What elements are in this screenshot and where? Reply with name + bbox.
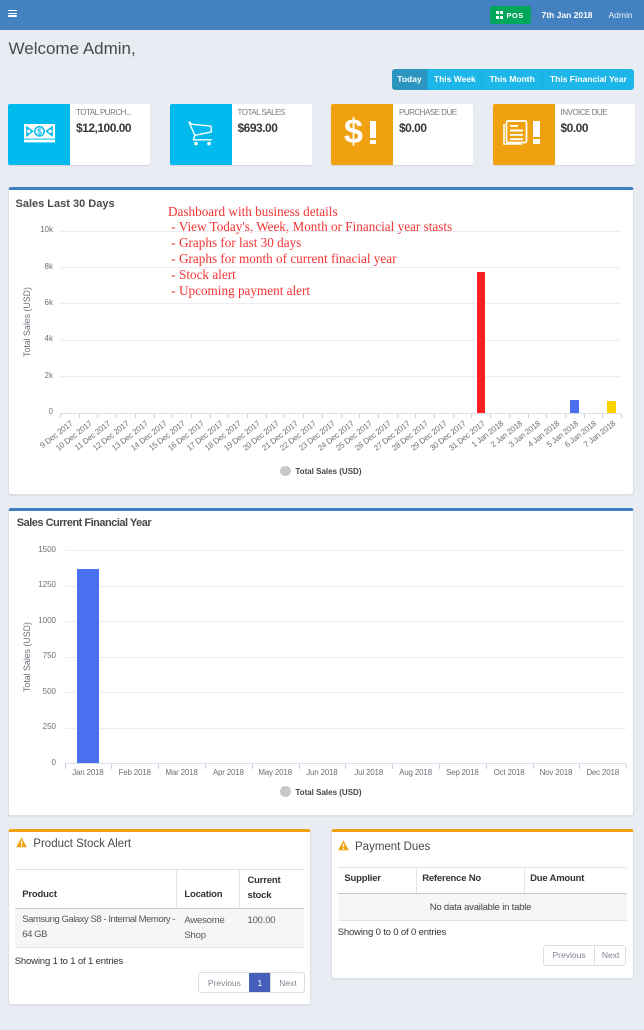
svg-text:$: $ bbox=[37, 126, 42, 136]
